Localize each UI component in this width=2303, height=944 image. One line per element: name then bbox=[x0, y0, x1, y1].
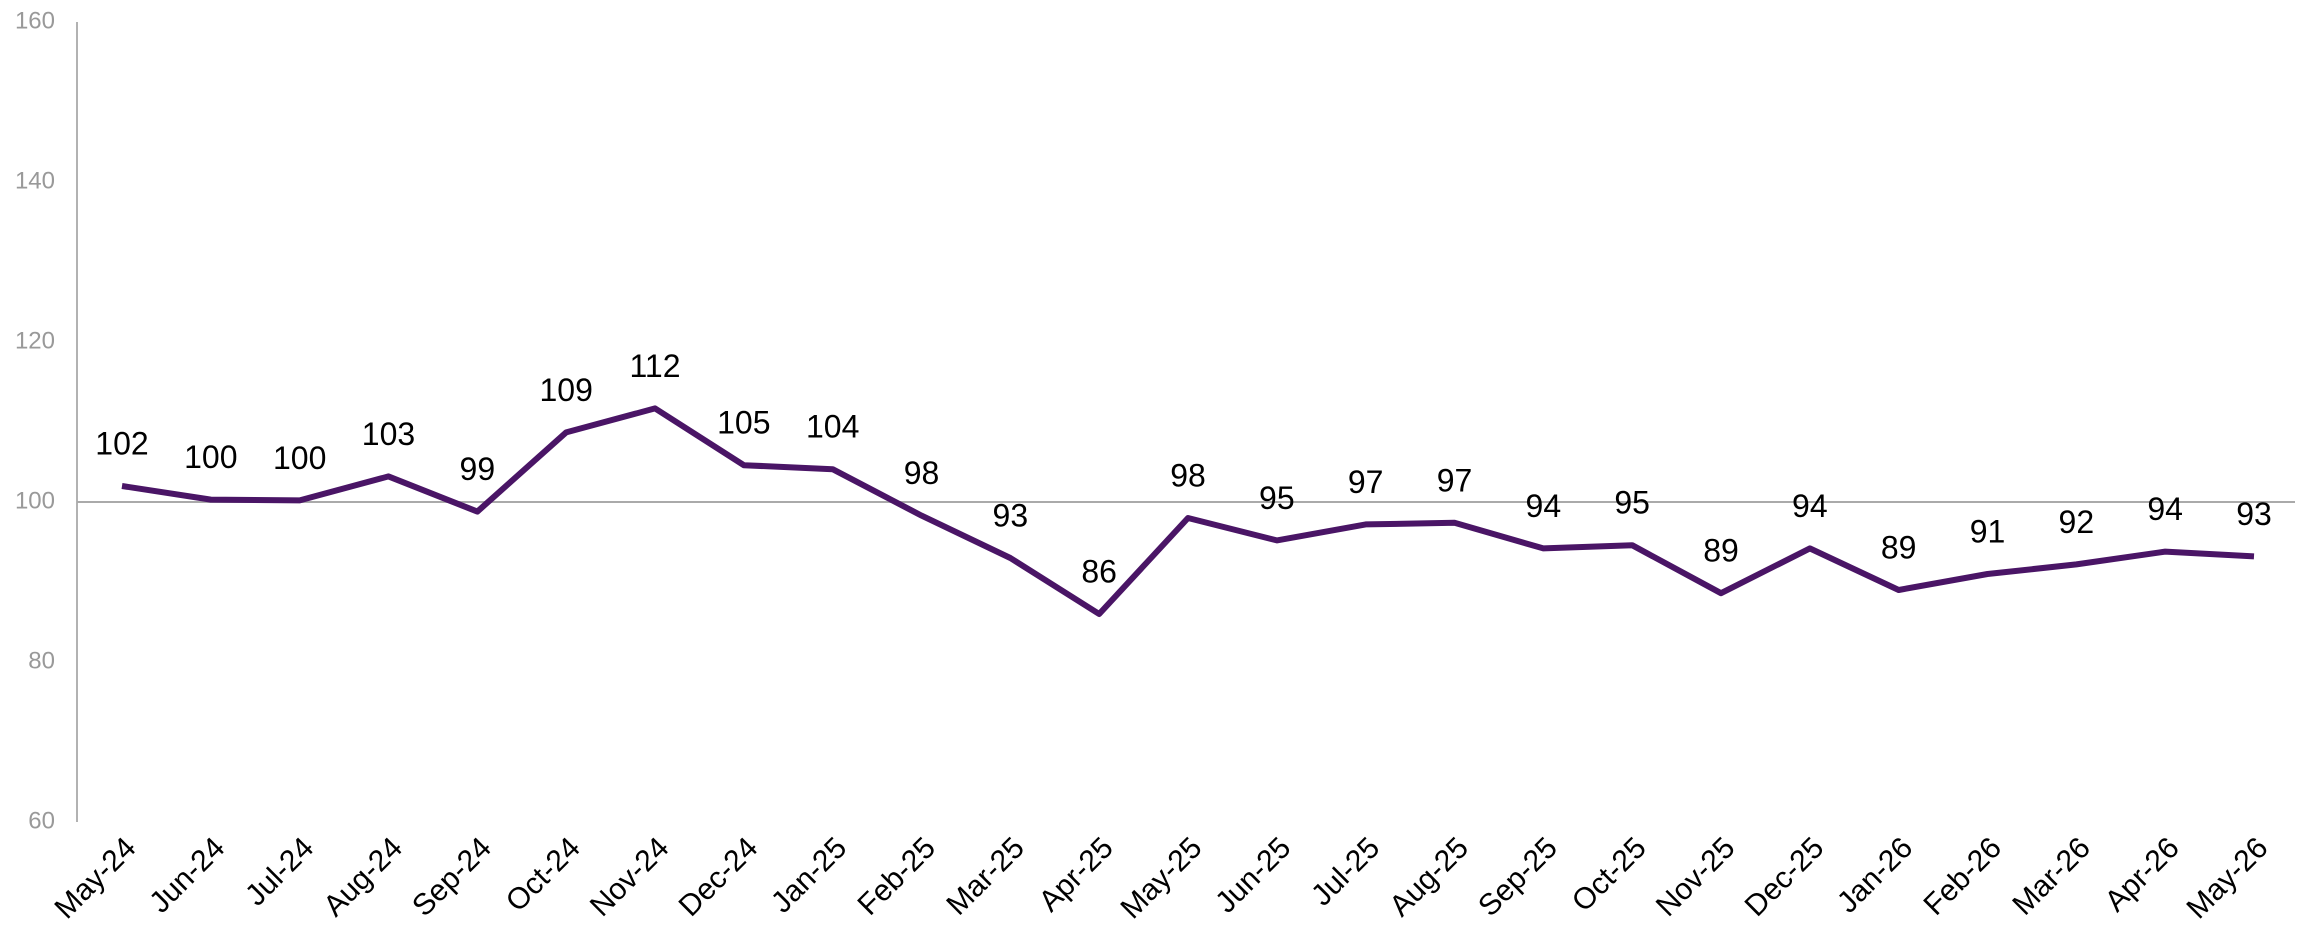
x-tick-label: Aug-25 bbox=[1383, 831, 1475, 923]
x-tick-label: Feb-26 bbox=[1917, 831, 2008, 922]
data-label: 104 bbox=[806, 409, 859, 445]
x-tick-label: Jun-25 bbox=[1209, 831, 1297, 919]
data-label: 93 bbox=[2236, 496, 2272, 532]
data-label: 98 bbox=[1170, 457, 1206, 493]
data-label: 93 bbox=[993, 497, 1029, 533]
data-label: 105 bbox=[717, 405, 770, 441]
x-tick-label: May-24 bbox=[48, 831, 142, 925]
data-label: 86 bbox=[1081, 553, 1117, 589]
data-label: 97 bbox=[1348, 464, 1384, 500]
x-tick-label: Oct-25 bbox=[1566, 831, 1653, 918]
data-label: 94 bbox=[1526, 488, 1562, 524]
x-tick-label: Jan-26 bbox=[1831, 831, 1919, 919]
data-label: 95 bbox=[1259, 480, 1295, 516]
x-tick-label: Sep-25 bbox=[1472, 831, 1564, 923]
data-label: 112 bbox=[629, 348, 680, 384]
x-tick-label: Nov-24 bbox=[584, 831, 676, 923]
x-tick-label: Jun-24 bbox=[143, 831, 231, 919]
y-tick-label: 160 bbox=[15, 7, 55, 34]
data-label: 94 bbox=[1792, 488, 1828, 524]
x-tick-label: Mar-26 bbox=[2006, 831, 2097, 922]
data-label: 95 bbox=[1614, 485, 1650, 521]
x-tick-label: Jan-25 bbox=[765, 831, 853, 919]
data-label: 97 bbox=[1437, 462, 1473, 498]
x-tick-label: May-26 bbox=[2180, 831, 2274, 925]
x-tick-label: Feb-25 bbox=[851, 831, 942, 922]
y-tick-label: 140 bbox=[15, 167, 55, 194]
x-tick-label: Dec-25 bbox=[1739, 831, 1831, 923]
series-line bbox=[121, 405, 2255, 617]
data-label: 91 bbox=[1970, 513, 2006, 549]
data-label: 99 bbox=[460, 451, 496, 487]
x-tick-label: Apr-26 bbox=[2099, 831, 2186, 918]
data-label: 94 bbox=[2147, 491, 2183, 527]
y-tick-label: 100 bbox=[15, 487, 55, 514]
data-label: 92 bbox=[2059, 504, 2095, 540]
data-label: 89 bbox=[1703, 533, 1739, 569]
x-tick-label: Apr-25 bbox=[1033, 831, 1120, 918]
x-tick-label: Jul-25 bbox=[1305, 831, 1386, 912]
x-tick-label: Nov-25 bbox=[1650, 831, 1742, 923]
data-label: 102 bbox=[95, 425, 148, 461]
x-tick-label: Oct-24 bbox=[500, 831, 587, 918]
data-label: 98 bbox=[904, 455, 940, 491]
data-label: 103 bbox=[362, 416, 415, 452]
x-tick-label: Mar-25 bbox=[940, 831, 1031, 922]
data-label: 100 bbox=[184, 439, 237, 475]
y-tick-label: 60 bbox=[28, 807, 55, 834]
data-label: 109 bbox=[539, 372, 592, 408]
data-label: 100 bbox=[273, 440, 326, 476]
x-tick-label: Sep-24 bbox=[406, 831, 498, 923]
x-tick-label: Dec-24 bbox=[673, 831, 765, 923]
y-tick-label: 80 bbox=[28, 647, 55, 674]
x-tick-label: May-25 bbox=[1114, 831, 1208, 925]
x-tick-label: Jul-24 bbox=[239, 831, 320, 912]
y-tick-label: 120 bbox=[15, 327, 55, 354]
data-label: 89 bbox=[1881, 529, 1917, 565]
x-tick-label: Aug-24 bbox=[317, 831, 409, 923]
